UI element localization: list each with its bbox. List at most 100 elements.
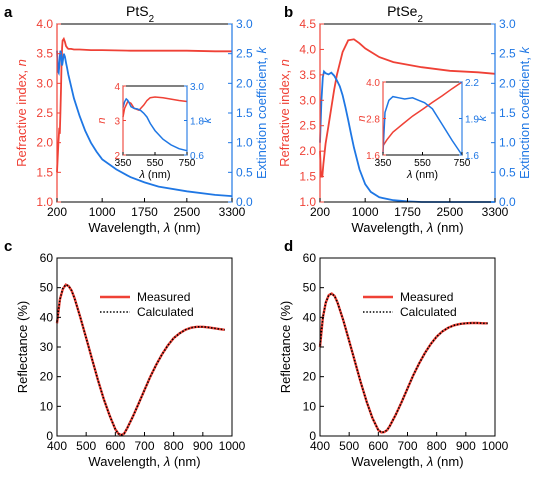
y-left-axis-label: Refractive index, n <box>277 59 292 167</box>
inset-y-left-tick-label: 4 <box>114 82 120 93</box>
inset-frame <box>382 81 463 156</box>
y-tick-label: 30 <box>40 340 54 354</box>
inset-x-tick-label: 750 <box>454 158 471 169</box>
inset-x-tick-label: 550 <box>414 158 431 169</box>
calculated-line <box>56 283 225 437</box>
inset-y-right-tick-label: 1.6 <box>465 151 479 162</box>
x-tick-label: 1000 <box>352 205 379 219</box>
inset-k-line <box>382 95 463 156</box>
x-tick-label: 500 <box>76 439 96 453</box>
y-tick-label: 60 <box>40 251 54 265</box>
plot-frame <box>319 257 496 437</box>
y-axis-label: Reflectance (%) <box>278 301 293 393</box>
y-left-tick-label: 4.0 <box>299 42 316 56</box>
extinction-line <box>56 50 233 197</box>
y-left-tick-label: 2.0 <box>299 144 316 158</box>
y-tick-label: 40 <box>40 310 54 324</box>
panel-title: PtSe2 <box>387 3 423 25</box>
y-left-axis-label: Refractive index, n <box>14 59 29 167</box>
x-tick-label: 600 <box>368 439 388 453</box>
y-right-tick-label: 2.5 <box>499 47 516 61</box>
inset-y-right-tick-label: 1.9 <box>465 115 479 126</box>
inset-y-right-tick-label: 1.8 <box>190 117 204 128</box>
inset-y-right-tick-label: 2.2 <box>465 78 479 89</box>
refractive-index-line <box>319 38 496 178</box>
y-tick-label: 20 <box>303 370 317 384</box>
y-right-tick-label: 0.0 <box>499 195 516 209</box>
calculated-line <box>319 292 488 434</box>
panel-title: PtS2 <box>126 3 154 25</box>
x-tick-label: 3300 <box>482 205 509 219</box>
x-tick-label: 1000 <box>482 439 509 453</box>
x-tick-label: 1750 <box>394 205 421 219</box>
x-tick-label: 200 <box>47 205 67 219</box>
plot-frame <box>56 257 233 437</box>
inset-y-left-tick-label: 1.6 <box>366 151 380 162</box>
y-tick-label: 40 <box>303 310 317 324</box>
inset-y-left-label: n <box>96 117 108 123</box>
legend-label: Measured <box>400 290 453 304</box>
inset-y-right-label: k <box>477 115 489 121</box>
y-right-tick-label: 2.0 <box>236 76 253 90</box>
y-left-tick-label: 3.0 <box>299 93 316 107</box>
y-tick-label: 20 <box>40 370 54 384</box>
x-axis-label: Wavelength, λ (nm) <box>88 220 200 235</box>
inset-x-tick-label: 750 <box>179 158 196 169</box>
y-right-tick-label: 2.0 <box>499 76 516 90</box>
inset-y-left-tick-label: 3 <box>114 117 120 128</box>
inset-x-tick-label: 550 <box>147 158 164 169</box>
x-tick-label: 900 <box>456 439 476 453</box>
x-tick-label: 200 <box>310 205 330 219</box>
y-right-tick-label: 2.5 <box>236 47 253 61</box>
x-tick-label: 800 <box>427 439 447 453</box>
y-axis-label: Reflectance (%) <box>15 301 30 393</box>
x-tick-label: 2500 <box>173 205 200 219</box>
x-axis-label: Wavelength, λ (nm) <box>88 454 200 469</box>
x-tick-label: 700 <box>134 439 154 453</box>
panel-letter: b <box>284 4 293 21</box>
y-left-tick-label: 2.5 <box>36 106 53 120</box>
inset-y-left-tick-label: 2 <box>114 151 120 162</box>
refractive-index-line <box>56 36 232 173</box>
y-tick-label: 10 <box>40 399 54 413</box>
y-tick-label: 10 <box>303 399 317 413</box>
panel-letter: d <box>284 238 293 255</box>
inset-y-right-tick-label: 3.0 <box>190 82 204 93</box>
x-tick-label: 1750 <box>131 205 158 219</box>
legend-label: Measured <box>137 290 190 304</box>
x-tick-label: 1000 <box>219 439 246 453</box>
inset: 350 550 750 2 3 4 0.6 1.8 3.0 λ (nm) n k <box>96 82 214 181</box>
inset-y-left-tick-label: 4.0 <box>366 78 380 89</box>
y-left-tick-label: 2.5 <box>299 119 316 133</box>
x-tick-label: 3300 <box>219 205 246 219</box>
y-right-tick-label: 1.5 <box>499 106 516 120</box>
y-tick-label: 50 <box>40 281 54 295</box>
y-left-tick-label: 4.5 <box>299 17 316 31</box>
inset-k-line <box>122 97 188 152</box>
y-left-tick-label: 3.5 <box>36 47 53 61</box>
y-left-tick-label: 1.0 <box>36 195 53 209</box>
inset-y-left-tick-label: 2.8 <box>366 115 380 126</box>
panel-d: d 400 500 600 700 800 900 1000 0 10 20 30 40 50 60 Wave… <box>278 238 509 469</box>
x-tick-label: 2500 <box>436 205 463 219</box>
x-axis-label: Wavelength, λ (nm) <box>351 220 463 235</box>
x-tick-label: 500 <box>339 439 359 453</box>
y-tick-label: 0 <box>309 429 316 443</box>
y-right-tick-label: 1.0 <box>236 136 253 150</box>
y-tick-label: 0 <box>46 429 53 443</box>
y-tick-label: 30 <box>303 340 317 354</box>
y-left-tick-label: 1.5 <box>36 165 53 179</box>
y-tick-label: 60 <box>303 251 317 265</box>
y-right-tick-label: 0.0 <box>236 195 253 209</box>
x-tick-label: 400 <box>47 439 67 453</box>
x-tick-label: 700 <box>397 439 417 453</box>
panel-b: b PtSe2 200 1000 1750 2500 3300 1.0 1.5 2.0 2.5 3.0… <box>277 3 532 235</box>
legend-label: Calculated <box>400 305 457 319</box>
y-right-axis-label: Extinction coefficient, k <box>517 46 532 180</box>
y-left-tick-label: 1.5 <box>299 170 316 184</box>
